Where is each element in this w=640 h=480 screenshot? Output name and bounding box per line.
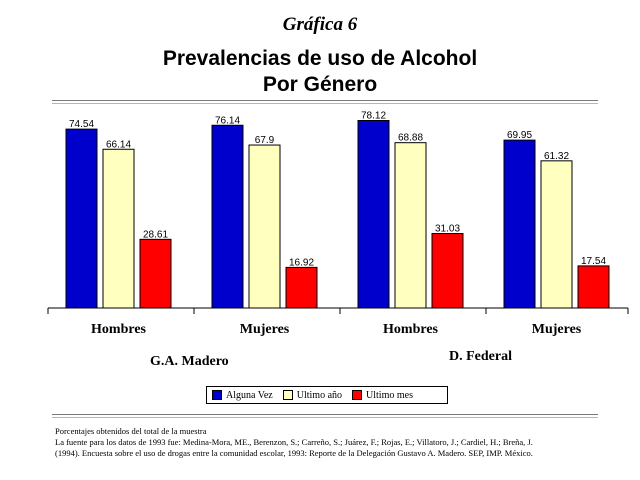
- data-label-ultimo-ano-1: 66.14: [106, 139, 131, 150]
- data-label-ultimo-ano-2: 67.9: [255, 135, 275, 146]
- bar-ultimo-mes-3: [431, 233, 464, 309]
- bottom-divider-secondary: [52, 417, 598, 418]
- bar-ultimo-mes-1: [139, 238, 172, 309]
- group-label-d-federal: D. Federal: [449, 349, 512, 364]
- category-label-4: Mujeres: [532, 322, 582, 337]
- bar-alguna-vez-2: [211, 124, 244, 309]
- bar-ultimo-ano-3: [394, 142, 427, 309]
- figure-number: Gráfica 6: [282, 14, 358, 35]
- legend: Alguna Vez Ultimo año Ultimo mes: [206, 386, 448, 404]
- chart-title-line-2: Por Género: [262, 73, 378, 96]
- data-label-alguna-vez-2: 76.14: [215, 115, 240, 126]
- data-label-alguna-vez-4: 69.95: [507, 130, 532, 141]
- footnote-line-2: La fuente para los datos de 1993 fue: Me…: [55, 437, 533, 447]
- data-label-ultimo-ano-3: 68.88: [398, 133, 423, 144]
- legend-item-ultimo-ano: Ultimo año: [282, 389, 343, 401]
- top-divider: [52, 100, 598, 101]
- bar-alguna-vez-4: [503, 139, 536, 309]
- bar-ultimo-mes-2: [285, 266, 318, 309]
- top-divider-secondary: [52, 103, 598, 104]
- legend-swatch-ultimo-mes: [352, 390, 363, 400]
- chart-title-line-1: Prevalencias de uso de Alcohol: [162, 47, 478, 70]
- legend-label-ultimo-ano: Ultimo año: [296, 389, 343, 401]
- data-label-ultimo-mes-3: 31.03: [435, 224, 460, 235]
- legend-swatch-alguna-vez: [212, 390, 222, 400]
- data-label-ultimo-mes-4: 17.54: [581, 256, 606, 267]
- category-label-3: Hombres: [383, 322, 439, 337]
- legend-label-alguna-vez: Alguna Vez: [226, 389, 273, 401]
- bottom-divider: [52, 414, 598, 415]
- data-label-ultimo-mes-2: 16.92: [289, 257, 314, 268]
- legend-label-ultimo-mes: Ultimo mes: [366, 389, 413, 401]
- bar-ultimo-ano-4: [540, 160, 573, 309]
- data-label-alguna-vez-1: 74.54: [69, 119, 94, 130]
- data-label-alguna-vez-3: 78.12: [361, 111, 386, 122]
- data-label-ultimo-ano-4: 61.32: [544, 151, 569, 162]
- bar-ultimo-mes-4: [577, 265, 610, 309]
- category-label-1: Hombres: [91, 322, 147, 337]
- legend-item-alguna-vez: Alguna Vez: [212, 390, 273, 401]
- chart-title: Prevalencias de uso de Alcohol Por Géner…: [0, 46, 640, 98]
- legend-swatch-ultimo-ano: [282, 390, 293, 400]
- group-label-ga-madero: G.A. Madero: [150, 354, 229, 369]
- bar-ultimo-ano-1: [102, 148, 135, 309]
- data-label-ultimo-mes-1: 28.61: [143, 229, 168, 240]
- category-label-2: Mujeres: [240, 322, 290, 337]
- bar-ultimo-ano-2: [248, 144, 281, 309]
- footnote-line-3: (1994). Encuesta sobre el uso de drogas …: [55, 448, 533, 458]
- footnote: Porcentajes obtenidos del total de la mu…: [55, 426, 615, 459]
- bar-alguna-vez-1: [65, 128, 98, 309]
- bar-alguna-vez-3: [357, 120, 390, 309]
- legend-item-ultimo-mes: Ultimo mes: [352, 390, 413, 401]
- footnote-line-1: Porcentajes obtenidos del total de la mu…: [55, 426, 207, 436]
